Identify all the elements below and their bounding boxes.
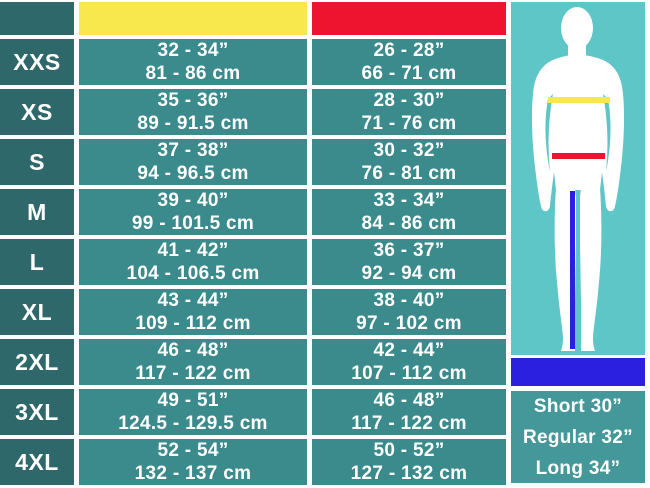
chest-measurement-cell-centimeters: 81 - 86 cm [145, 63, 241, 84]
chest-measurement-cell-centimeters: 94 - 96.5 cm [137, 163, 249, 184]
size-label-cell: 2XL [0, 339, 74, 385]
inseam-color-bar [511, 358, 645, 386]
waist-measurement-cell: 36 - 37” 92 - 94 cm [312, 239, 506, 285]
waist-measurement-cell-inches: 36 - 37” [373, 240, 445, 261]
inseam-legend-line: Regular 32” [523, 426, 633, 448]
waist-measurement-cell-inches: 50 - 52” [373, 440, 445, 461]
chest-measurement-cell-inches: 32 - 34” [157, 40, 229, 61]
inseam-measure-line [570, 191, 575, 349]
waist-measurement-cell: 38 - 40” 97 - 102 cm [312, 289, 506, 335]
chest-measurement-cell-inches: 52 - 54” [157, 440, 229, 461]
size-label-cell: S [0, 139, 74, 185]
waist-measurement-cell: 50 - 52” 127 - 132 cm [312, 439, 506, 485]
size-label-cell: M [0, 189, 74, 235]
header-chest-swatch [79, 2, 307, 35]
chest-measurement-cell: 49 - 51” 124.5 - 129.5 cm [79, 389, 307, 435]
chest-measurement-cell-inches: 39 - 40” [157, 190, 229, 211]
chest-measure-line [548, 97, 610, 103]
inseam-legend-line: Long 34” [535, 457, 621, 479]
waist-measurement-cell-centimeters: 97 - 102 cm [356, 313, 462, 334]
waist-measurement-cell-centimeters: 84 - 86 cm [361, 213, 457, 234]
header-size-cell [0, 2, 74, 35]
chest-measurement-cell: 35 - 36” 89 - 91.5 cm [79, 89, 307, 135]
chest-measurement-cell: 43 - 44” 109 - 112 cm [79, 289, 307, 335]
waist-measurement-cell-inches: 28 - 30” [373, 90, 445, 111]
size-label-cell: XS [0, 89, 74, 135]
waist-measurement-cell: 26 - 28” 66 - 71 cm [312, 39, 506, 85]
chest-measurement-cell-centimeters: 89 - 91.5 cm [137, 113, 249, 134]
chest-measurement-cell-inches: 43 - 44” [157, 290, 229, 311]
chest-measurement-cell-centimeters: 109 - 112 cm [135, 313, 251, 334]
chest-measurement-cell: 39 - 40” 99 - 101.5 cm [79, 189, 307, 235]
size-label-cell: XL [0, 289, 74, 335]
waist-measurement-cell-centimeters: 76 - 81 cm [361, 163, 457, 184]
chest-measurement-cell-centimeters: 124.5 - 129.5 cm [118, 413, 268, 434]
chest-measurement-cell-centimeters: 104 - 106.5 cm [126, 263, 260, 284]
waist-measurement-cell-inches: 46 - 48” [373, 390, 445, 411]
waist-measurement-cell-inches: 42 - 44” [373, 340, 445, 361]
chest-measurement-cell-centimeters: 132 - 137 cm [134, 463, 252, 484]
waist-measure-line [552, 153, 605, 159]
inseam-legend-line: Short 30” [533, 395, 623, 417]
waist-measurement-cell: 28 - 30” 71 - 76 cm [312, 89, 506, 135]
waist-measurement-cell-inches: 30 - 32” [373, 140, 445, 161]
inseam-length-legend: Short 30” Regular 32” Long 34” [511, 391, 645, 483]
waist-measurement-cell: 42 - 44” 107 - 112 cm [312, 339, 506, 385]
chest-measurement-cell-inches: 41 - 42” [157, 240, 229, 261]
waist-measurement-cell-centimeters: 127 - 132 cm [350, 463, 468, 484]
size-label-cell: 3XL [0, 389, 74, 435]
waist-measurement-cell-inches: 26 - 28” [373, 40, 445, 61]
size-label-cell: 4XL [0, 439, 74, 485]
chest-measurement-cell-inches: 37 - 38” [157, 140, 229, 161]
waist-measurement-cell: 33 - 34” 84 - 86 cm [312, 189, 506, 235]
chest-measurement-cell: 37 - 38” 94 - 96.5 cm [79, 139, 307, 185]
chest-measurement-cell-centimeters: 117 - 122 cm [135, 363, 251, 384]
waist-measurement-cell-centimeters: 117 - 122 cm [351, 413, 467, 434]
chest-measurement-cell: 32 - 34” 81 - 86 cm [79, 39, 307, 85]
chest-measurement-cell-inches: 35 - 36” [157, 90, 229, 111]
chest-measurement-cell-centimeters: 99 - 101.5 cm [131, 213, 255, 234]
chest-measurement-cell: 52 - 54” 132 - 137 cm [79, 439, 307, 485]
size-chart-table: XXS 32 - 34” 81 - 86 cm 26 - 28” 66 - 71 cm X… [0, 2, 506, 485]
chest-measurement-cell: 46 - 48” 117 - 122 cm [79, 339, 307, 385]
body-silhouette-figure [531, 7, 625, 351]
chest-measurement-cell: 41 - 42” 104 - 106.5 cm [79, 239, 307, 285]
waist-measurement-cell: 46 - 48” 117 - 122 cm [312, 389, 506, 435]
waist-measurement-cell-centimeters: 92 - 94 cm [361, 263, 457, 284]
waist-measurement-cell-centimeters: 66 - 71 cm [361, 63, 457, 84]
chest-measurement-cell-inches: 49 - 51” [157, 390, 229, 411]
waist-measurement-cell: 30 - 32” 76 - 81 cm [312, 139, 506, 185]
waist-measurement-cell-inches: 38 - 40” [373, 290, 445, 311]
header-waist-swatch [312, 2, 506, 35]
size-label-cell: L [0, 239, 74, 285]
waist-measurement-cell-inches: 33 - 34” [373, 190, 445, 211]
size-label-cell: XXS [0, 39, 74, 85]
chest-measurement-cell-inches: 46 - 48” [157, 340, 229, 361]
waist-measurement-cell-centimeters: 71 - 76 cm [361, 113, 457, 134]
body-figure-panel [511, 2, 645, 355]
waist-measurement-cell-centimeters: 107 - 112 cm [351, 363, 467, 384]
